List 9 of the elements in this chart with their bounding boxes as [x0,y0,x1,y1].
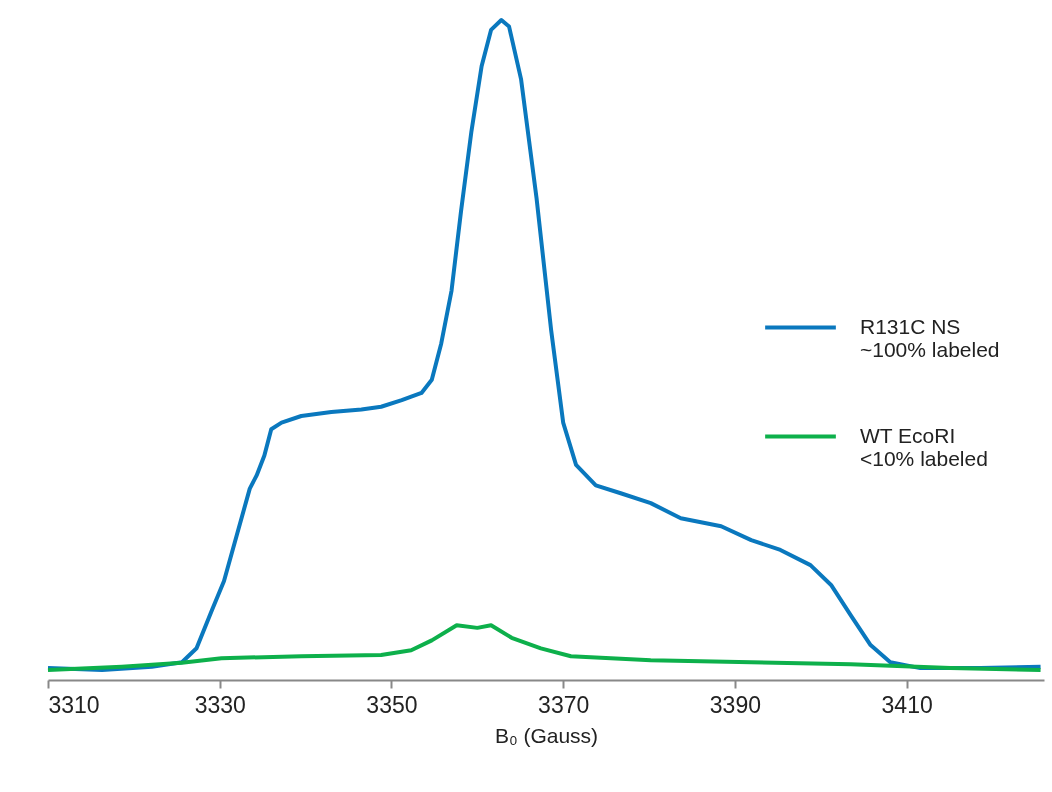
x-tick-label: 3350 [366,691,418,718]
x-tick-label: 3330 [194,691,246,718]
x-tick-label: 3410 [881,691,933,718]
legend-label: WT EcoRI <10% labeled [860,423,988,470]
legend-label: R131C NS ~100% labeled [860,314,1000,361]
x-axis-title: B₀ (Gauss) [494,723,599,747]
x-tick-label: 3310 [48,691,100,718]
x-tick-label: 3370 [538,691,590,718]
x-tick-label: 3390 [709,691,761,718]
